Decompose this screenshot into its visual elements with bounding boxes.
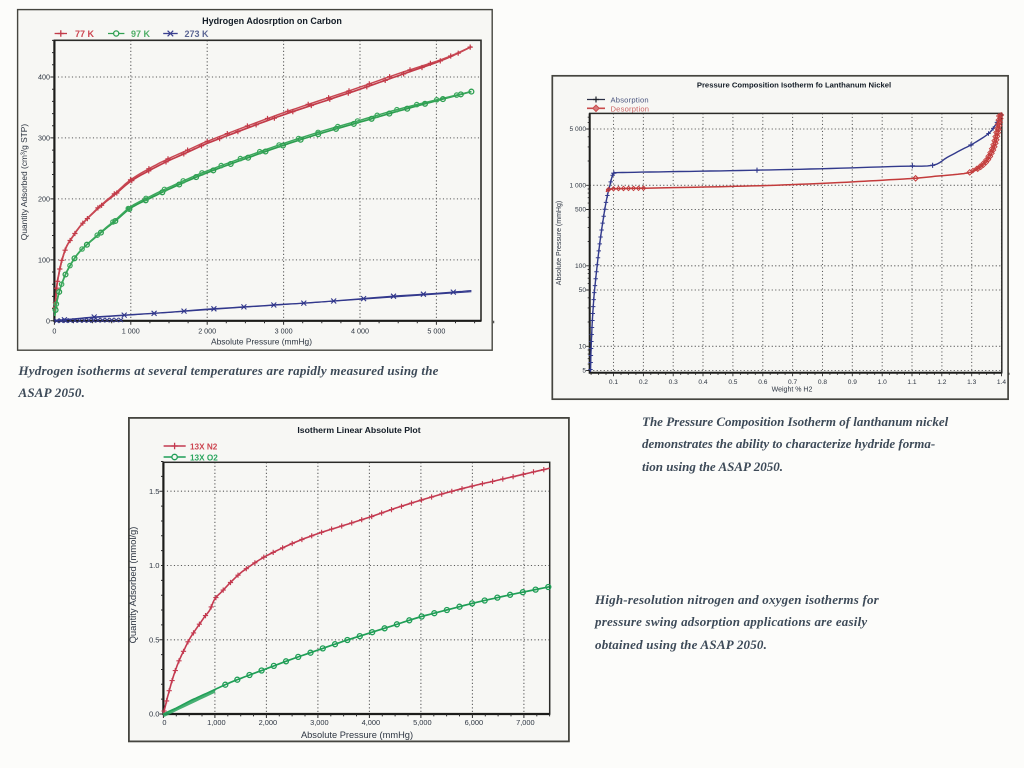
svg-text:0: 0 — [162, 718, 166, 727]
svg-text:Quantity Adsorbed (mmol/g): Quantity Adsorbed (mmol/g) — [127, 527, 138, 644]
svg-text:0.0: 0.0 — [149, 710, 160, 719]
svg-text:Pressure Composition Isotherm: Pressure Composition Isotherm fo Lanthan… — [697, 81, 891, 90]
svg-text:1.2: 1.2 — [937, 379, 946, 386]
svg-text:4,000: 4,000 — [362, 718, 381, 727]
svg-text:273 K: 273 K — [185, 29, 210, 39]
svg-text:77 K: 77 K — [75, 29, 95, 39]
svg-text:5: 5 — [582, 368, 586, 375]
svg-text:Absolute Pressure (mmHg): Absolute Pressure (mmHg) — [556, 201, 563, 285]
svg-text:0: 0 — [52, 327, 56, 336]
svg-text:4 000: 4 000 — [351, 327, 369, 336]
svg-text:1 000: 1 000 — [122, 327, 140, 336]
svg-text:10: 10 — [579, 344, 587, 351]
svg-text:100: 100 — [38, 255, 50, 264]
svg-text:7,000: 7,000 — [516, 718, 535, 727]
svg-text:50: 50 — [579, 287, 587, 294]
svg-text:Weight % H2: Weight % H2 — [772, 387, 813, 394]
svg-text:Quantity Adsorbed (cm³/g STP): Quantity Adsorbed (cm³/g STP) — [19, 124, 29, 241]
svg-text:97 K: 97 K — [131, 29, 151, 39]
svg-text:5 000: 5 000 — [427, 327, 445, 336]
svg-text:500: 500 — [575, 207, 586, 214]
svg-text:0.3: 0.3 — [669, 379, 678, 386]
svg-text:0.6: 0.6 — [758, 379, 767, 386]
svg-text:1.1: 1.1 — [907, 379, 916, 386]
svg-text:0.9: 0.9 — [848, 379, 857, 386]
svg-text:1.0: 1.0 — [878, 379, 887, 386]
svg-text:Desorption: Desorption — [611, 104, 650, 113]
svg-text:2,000: 2,000 — [259, 718, 278, 727]
svg-text:Isotherm Linear Absolute Plot: Isotherm Linear Absolute Plot — [297, 425, 420, 435]
svg-text:300: 300 — [38, 133, 50, 142]
svg-text:5 000: 5 000 — [569, 126, 586, 133]
svg-text:1.0: 1.0 — [149, 561, 160, 570]
svg-text:0.2: 0.2 — [639, 379, 648, 386]
svg-text:6,000: 6,000 — [465, 718, 484, 727]
svg-text:0: 0 — [46, 316, 50, 325]
svg-text:Hydrogen Adosrption on Carbon: Hydrogen Adosrption on Carbon — [202, 16, 342, 26]
svg-text:Absorption: Absorption — [611, 96, 649, 105]
svg-text:5,000: 5,000 — [413, 718, 432, 727]
svg-text:400: 400 — [38, 73, 50, 82]
svg-text:0.7: 0.7 — [788, 379, 797, 386]
svg-text:0.5: 0.5 — [149, 635, 160, 644]
svg-text:Absolute Pressure (mmHg): Absolute Pressure (mmHg) — [211, 337, 312, 347]
svg-text:0.1: 0.1 — [609, 379, 618, 386]
svg-text:200: 200 — [38, 194, 50, 203]
svg-text:Absolute Pressure (mmHg): Absolute Pressure (mmHg) — [301, 730, 413, 740]
svg-text:3 000: 3 000 — [275, 327, 293, 336]
svg-text:0.8: 0.8 — [818, 379, 827, 386]
svg-text:0.5: 0.5 — [728, 379, 737, 386]
svg-text:100: 100 — [575, 263, 586, 270]
svg-text:13X N2: 13X N2 — [190, 443, 218, 452]
svg-text:13X O2: 13X O2 — [190, 454, 218, 463]
svg-text:1.3: 1.3 — [967, 379, 976, 386]
svg-text:0.4: 0.4 — [698, 379, 707, 386]
svg-text:1.4: 1.4 — [997, 379, 1006, 386]
svg-text:1 000: 1 000 — [569, 183, 586, 190]
svg-text:3,000: 3,000 — [310, 718, 329, 727]
svg-text:2 000: 2 000 — [198, 327, 216, 336]
svg-text:1.5: 1.5 — [149, 487, 160, 496]
svg-text:1,000: 1,000 — [207, 718, 226, 727]
